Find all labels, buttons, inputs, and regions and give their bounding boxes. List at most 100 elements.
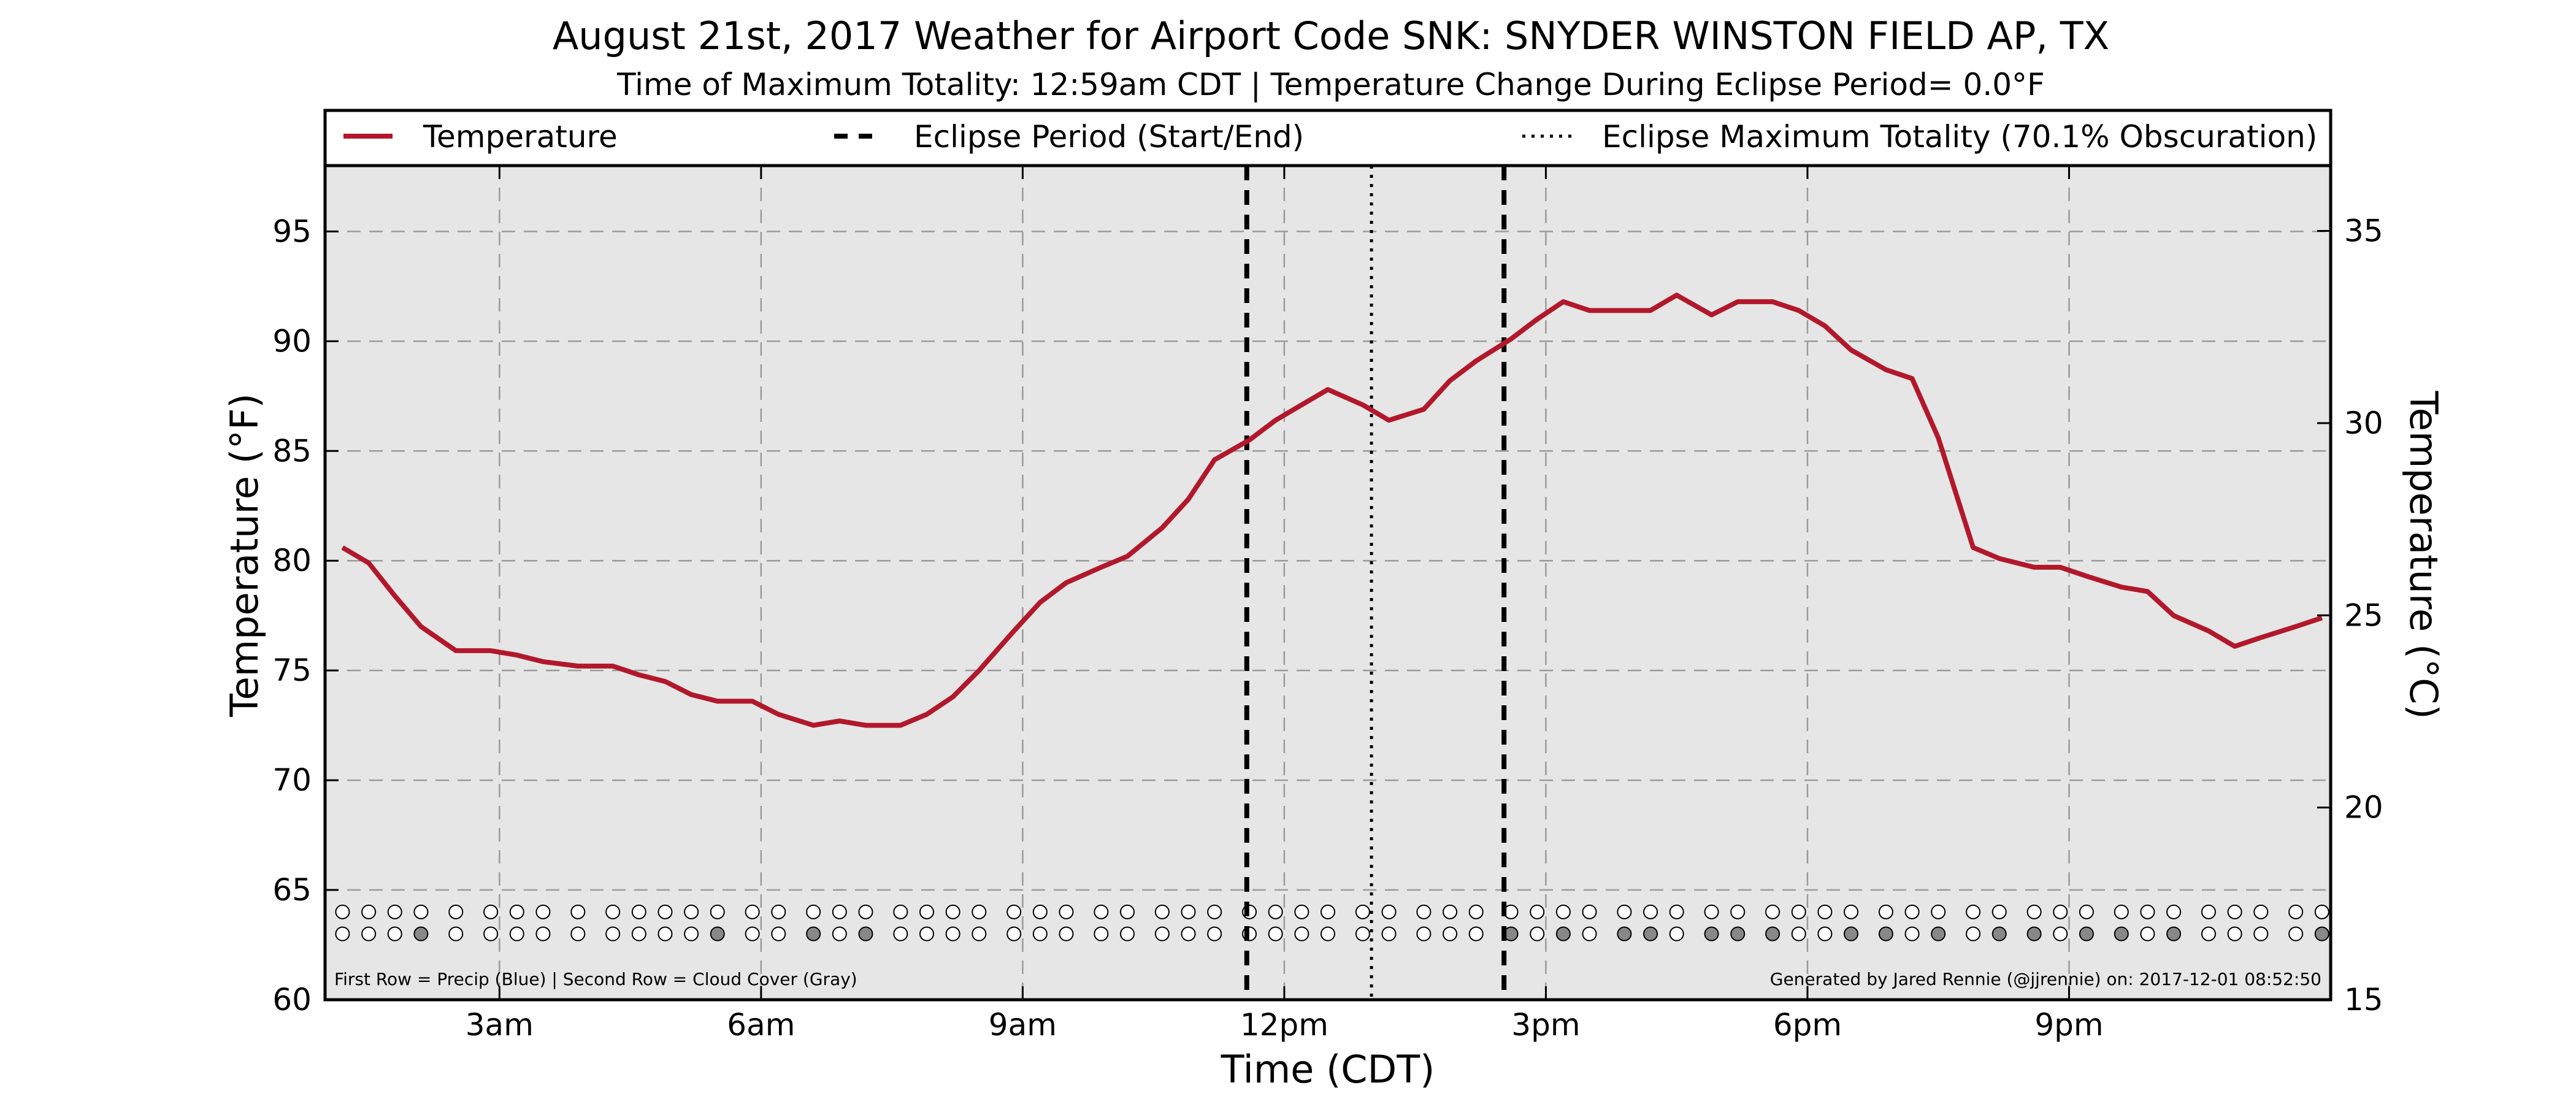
cloud-cover-marker bbox=[858, 926, 873, 941]
precip-marker bbox=[1817, 904, 1833, 919]
precip-marker bbox=[945, 904, 960, 919]
precip-marker bbox=[832, 904, 847, 919]
precip-marker bbox=[2114, 904, 2129, 919]
precip-marker bbox=[858, 904, 873, 919]
precip-marker bbox=[1059, 904, 1074, 919]
y-tick-label: 60 bbox=[272, 982, 312, 1018]
cloud-cover-marker bbox=[1381, 926, 1397, 941]
legend-label-eclipse-period: Eclipse Period (Start/End) bbox=[914, 119, 1304, 155]
chart-subtitle: Time of Maximum Totality: 12:59am CDT | … bbox=[616, 67, 2045, 102]
cloud-cover-marker bbox=[1355, 926, 1370, 941]
precip-marker bbox=[893, 904, 908, 919]
cloud-cover-marker bbox=[1530, 926, 1545, 941]
cloud-cover-marker bbox=[1878, 926, 1893, 941]
cloud-cover-marker bbox=[972, 926, 987, 941]
y-tick-label: 90 bbox=[272, 323, 312, 359]
precip-marker bbox=[1094, 904, 1109, 919]
cloud-cover-marker bbox=[2079, 926, 2094, 941]
cloud-cover-marker bbox=[1416, 926, 1432, 941]
cloud-cover-marker bbox=[1966, 926, 1981, 941]
precip-marker bbox=[1416, 904, 1432, 919]
precip-marker bbox=[2079, 904, 2094, 919]
x-tick-label: 9am bbox=[989, 1007, 1057, 1043]
cloud-cover-marker bbox=[605, 926, 621, 941]
cloud-cover-marker bbox=[448, 926, 464, 941]
cloud-cover-marker bbox=[1181, 926, 1196, 941]
marker-rows bbox=[335, 904, 2329, 941]
precip-marker bbox=[1120, 904, 1135, 919]
precip-marker bbox=[1966, 904, 1981, 919]
cloud-cover-marker bbox=[1555, 926, 1571, 941]
precip-marker bbox=[1443, 904, 1458, 919]
precip-marker bbox=[1844, 904, 1859, 919]
y-tick-label: 85 bbox=[272, 433, 312, 469]
precip-marker bbox=[771, 904, 786, 919]
precip-marker bbox=[535, 904, 551, 919]
cloud-cover-marker bbox=[1931, 926, 1946, 941]
x-tick-label: 9pm bbox=[2034, 1007, 2103, 1043]
precip-marker bbox=[1669, 904, 1684, 919]
y-right-tick-label: 20 bbox=[2344, 790, 2383, 826]
cloud-cover-marker bbox=[1991, 926, 2007, 941]
cloud-cover-marker bbox=[1032, 926, 1048, 941]
cloud-cover-marker bbox=[2227, 926, 2242, 941]
cloud-cover-marker bbox=[1154, 926, 1170, 941]
y-right-tick-label: 25 bbox=[2344, 597, 2383, 633]
cloud-cover-marker bbox=[570, 926, 586, 941]
cloud-cover-marker bbox=[2026, 926, 2042, 941]
precip-marker bbox=[1791, 904, 1806, 919]
x-tick-label: 3pm bbox=[1511, 1007, 1580, 1043]
cloud-cover-marker bbox=[2114, 926, 2129, 941]
cloud-cover-marker bbox=[361, 926, 377, 941]
cloud-cover-marker bbox=[1207, 926, 1222, 941]
precip-marker bbox=[2026, 904, 2042, 919]
precip-marker bbox=[2201, 904, 2216, 919]
x-tick-label: 3am bbox=[466, 1007, 534, 1043]
x-tick-label: 6am bbox=[727, 1007, 795, 1043]
precip-marker bbox=[1006, 904, 1022, 919]
cloud-cover-marker bbox=[2253, 926, 2269, 941]
cloud-cover-marker bbox=[684, 926, 699, 941]
cloud-cover-marker bbox=[2314, 926, 2329, 941]
cloud-cover-marker bbox=[387, 926, 402, 941]
precip-marker bbox=[1530, 904, 1545, 919]
cloud-cover-marker bbox=[1321, 926, 1335, 941]
cloud-cover-marker bbox=[483, 926, 499, 941]
cloud-cover-marker bbox=[1059, 926, 1074, 941]
precip-marker bbox=[1468, 904, 1484, 919]
precip-marker bbox=[919, 904, 934, 919]
cloud-cover-marker bbox=[1468, 926, 1484, 941]
cloud-cover-marker bbox=[945, 926, 960, 941]
precip-marker bbox=[2166, 904, 2182, 919]
cloud-cover-marker bbox=[1443, 926, 1458, 941]
precip-marker bbox=[1032, 904, 1048, 919]
cloud-cover-marker bbox=[1006, 926, 1022, 941]
temperature-series-line bbox=[341, 293, 2323, 728]
precip-marker bbox=[1555, 904, 1571, 919]
legend-label-temperature: Temperature bbox=[423, 119, 618, 155]
cloud-cover-marker bbox=[1268, 926, 1283, 941]
cloud-cover-marker bbox=[832, 926, 847, 941]
legend: Temperature Eclipse Period (Start/End) E… bbox=[343, 119, 2317, 155]
x-axis-ticks: 3am 6am 9am 12pm 3pm 6pm 9pm bbox=[466, 166, 2104, 1043]
precip-marker bbox=[2053, 904, 2068, 919]
cloud-cover-marker bbox=[893, 926, 908, 941]
precip-marker bbox=[335, 904, 350, 919]
precip-marker bbox=[1643, 904, 1658, 919]
precip-marker bbox=[631, 904, 646, 919]
chart-title: August 21st, 2017 Weather for Airport Co… bbox=[553, 13, 2109, 58]
precip-marker bbox=[570, 904, 586, 919]
cloud-cover-marker bbox=[509, 926, 524, 941]
cloud-cover-marker bbox=[1730, 926, 1746, 941]
precip-marker bbox=[972, 904, 987, 919]
precip-marker bbox=[806, 904, 821, 919]
precip-marker bbox=[1381, 904, 1397, 919]
precip-marker bbox=[2288, 904, 2304, 919]
cloud-cover-marker bbox=[1582, 926, 1597, 941]
precip-marker bbox=[710, 904, 725, 919]
y-axis-ticks-left: 60 65 70 75 80 85 90 95 bbox=[272, 213, 339, 1018]
cloud-cover-marker bbox=[745, 926, 760, 941]
cloud-cover-marker bbox=[1817, 926, 1833, 941]
y-axis-label-right: Temperature (°C) bbox=[2401, 390, 2446, 719]
y-tick-label: 65 bbox=[272, 872, 312, 908]
